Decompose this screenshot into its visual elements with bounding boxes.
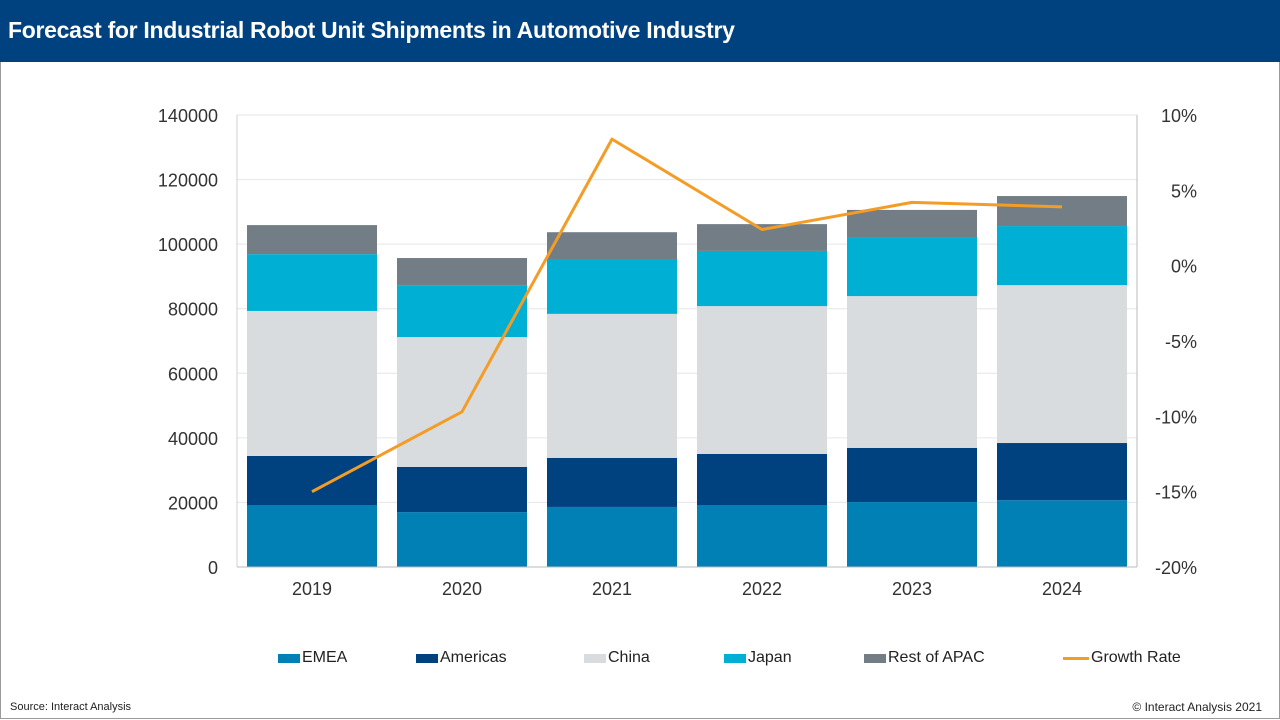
bar-china-2019 <box>247 310 377 456</box>
x-tick-label: 2020 <box>442 579 482 599</box>
y-right-tick-label: -15% <box>1155 483 1197 503</box>
legend-swatch <box>864 653 886 663</box>
bar-americas-2021 <box>547 457 677 507</box>
bar-rest-of-apac-2023 <box>847 209 977 238</box>
source-note: Source: Interact Analysis <box>10 701 132 713</box>
legend-item-growth-rate: Growth Rate <box>1063 649 1181 667</box>
bar-japan-2019 <box>247 254 377 311</box>
bar-americas-2020 <box>397 466 527 513</box>
bar-emea-2022 <box>697 505 827 567</box>
bar-japan-2024 <box>997 226 1127 286</box>
legend-label: Americas <box>440 649 507 666</box>
y-left-tick-label: 60000 <box>168 364 218 384</box>
legend-item-china: China <box>584 649 650 667</box>
legend-swatch <box>584 653 606 663</box>
legend: EMEA Americas China Japan Rest of APAC Growth… <box>0 649 1280 671</box>
legend-label: Growth Rate <box>1091 649 1181 666</box>
bar-rest-of-apac-2021 <box>547 232 677 259</box>
bar-japan-2022 <box>697 250 827 307</box>
bar-americas-2023 <box>847 447 977 503</box>
x-tick-label: 2024 <box>1042 579 1082 599</box>
legend-item-japan: Japan <box>724 649 792 667</box>
y-left-tick-label: 120000 <box>158 171 218 191</box>
bar-rest-of-apac-2024 <box>997 196 1127 227</box>
y-right-tick-label: 5% <box>1171 181 1197 201</box>
legend-label: EMEA <box>302 649 348 666</box>
legend-label: China <box>608 649 650 666</box>
y-left-tick-label: 80000 <box>168 300 218 320</box>
bar-emea-2021 <box>547 506 677 567</box>
x-tick-label: 2022 <box>742 579 782 599</box>
x-tick-label: 2021 <box>592 579 632 599</box>
legend-item-rest-of-apac: Rest of APAC <box>864 649 985 667</box>
legend-label: Japan <box>748 649 792 666</box>
bar-emea-2020 <box>397 512 527 567</box>
y-right-tick-label: -5% <box>1165 332 1197 352</box>
bar-emea-2024 <box>997 500 1127 567</box>
bar-japan-2023 <box>847 237 977 297</box>
y-right-tick-label: -20% <box>1155 558 1197 578</box>
legend-swatch <box>278 653 300 663</box>
legend-label: Rest of APAC <box>888 649 985 666</box>
y-left-tick-label: 20000 <box>168 493 218 513</box>
header-bar: Forecast for Industrial Robot Unit Shipm… <box>0 0 1280 62</box>
bar-china-2020 <box>397 337 527 467</box>
bar-china-2024 <box>997 285 1127 444</box>
legend-swatch <box>724 653 746 663</box>
y-left-tick-label: 40000 <box>168 429 218 449</box>
bar-china-2021 <box>547 313 677 458</box>
bar-rest-of-apac-2019 <box>247 225 377 255</box>
chart-title: Forecast for Industrial Robot Unit Shipm… <box>8 17 735 43</box>
bar-americas-2022 <box>697 454 827 506</box>
bar-china-2023 <box>847 296 977 448</box>
y-left-tick-label: 100000 <box>158 235 218 255</box>
copyright: © Interact Analysis 2021 <box>1132 700 1262 714</box>
y-left-tick-label: 0 <box>208 558 218 578</box>
y-right-tick-label: 0% <box>1171 257 1197 277</box>
x-tick-label: 2023 <box>892 579 932 599</box>
x-tick-label: 2019 <box>292 579 332 599</box>
legend-item-emea: EMEA <box>278 649 347 667</box>
bar-rest-of-apac-2020 <box>397 258 527 286</box>
bar-emea-2019 <box>247 505 377 567</box>
bar-japan-2021 <box>547 258 677 314</box>
bar-emea-2023 <box>847 502 977 567</box>
y-right-tick-label: -10% <box>1155 407 1197 427</box>
bar-china-2022 <box>697 306 827 454</box>
legend-item-americas: Americas <box>416 649 507 667</box>
legend-swatch <box>1063 656 1089 660</box>
bar-americas-2019 <box>247 455 377 506</box>
bar-japan-2020 <box>397 285 527 338</box>
y-left-tick-label: 140000 <box>158 106 218 126</box>
y-right-tick-label: 10% <box>1161 106 1197 126</box>
legend-swatch <box>416 653 438 663</box>
growth-rate-line <box>311 137 1063 493</box>
bar-americas-2024 <box>997 443 1127 501</box>
